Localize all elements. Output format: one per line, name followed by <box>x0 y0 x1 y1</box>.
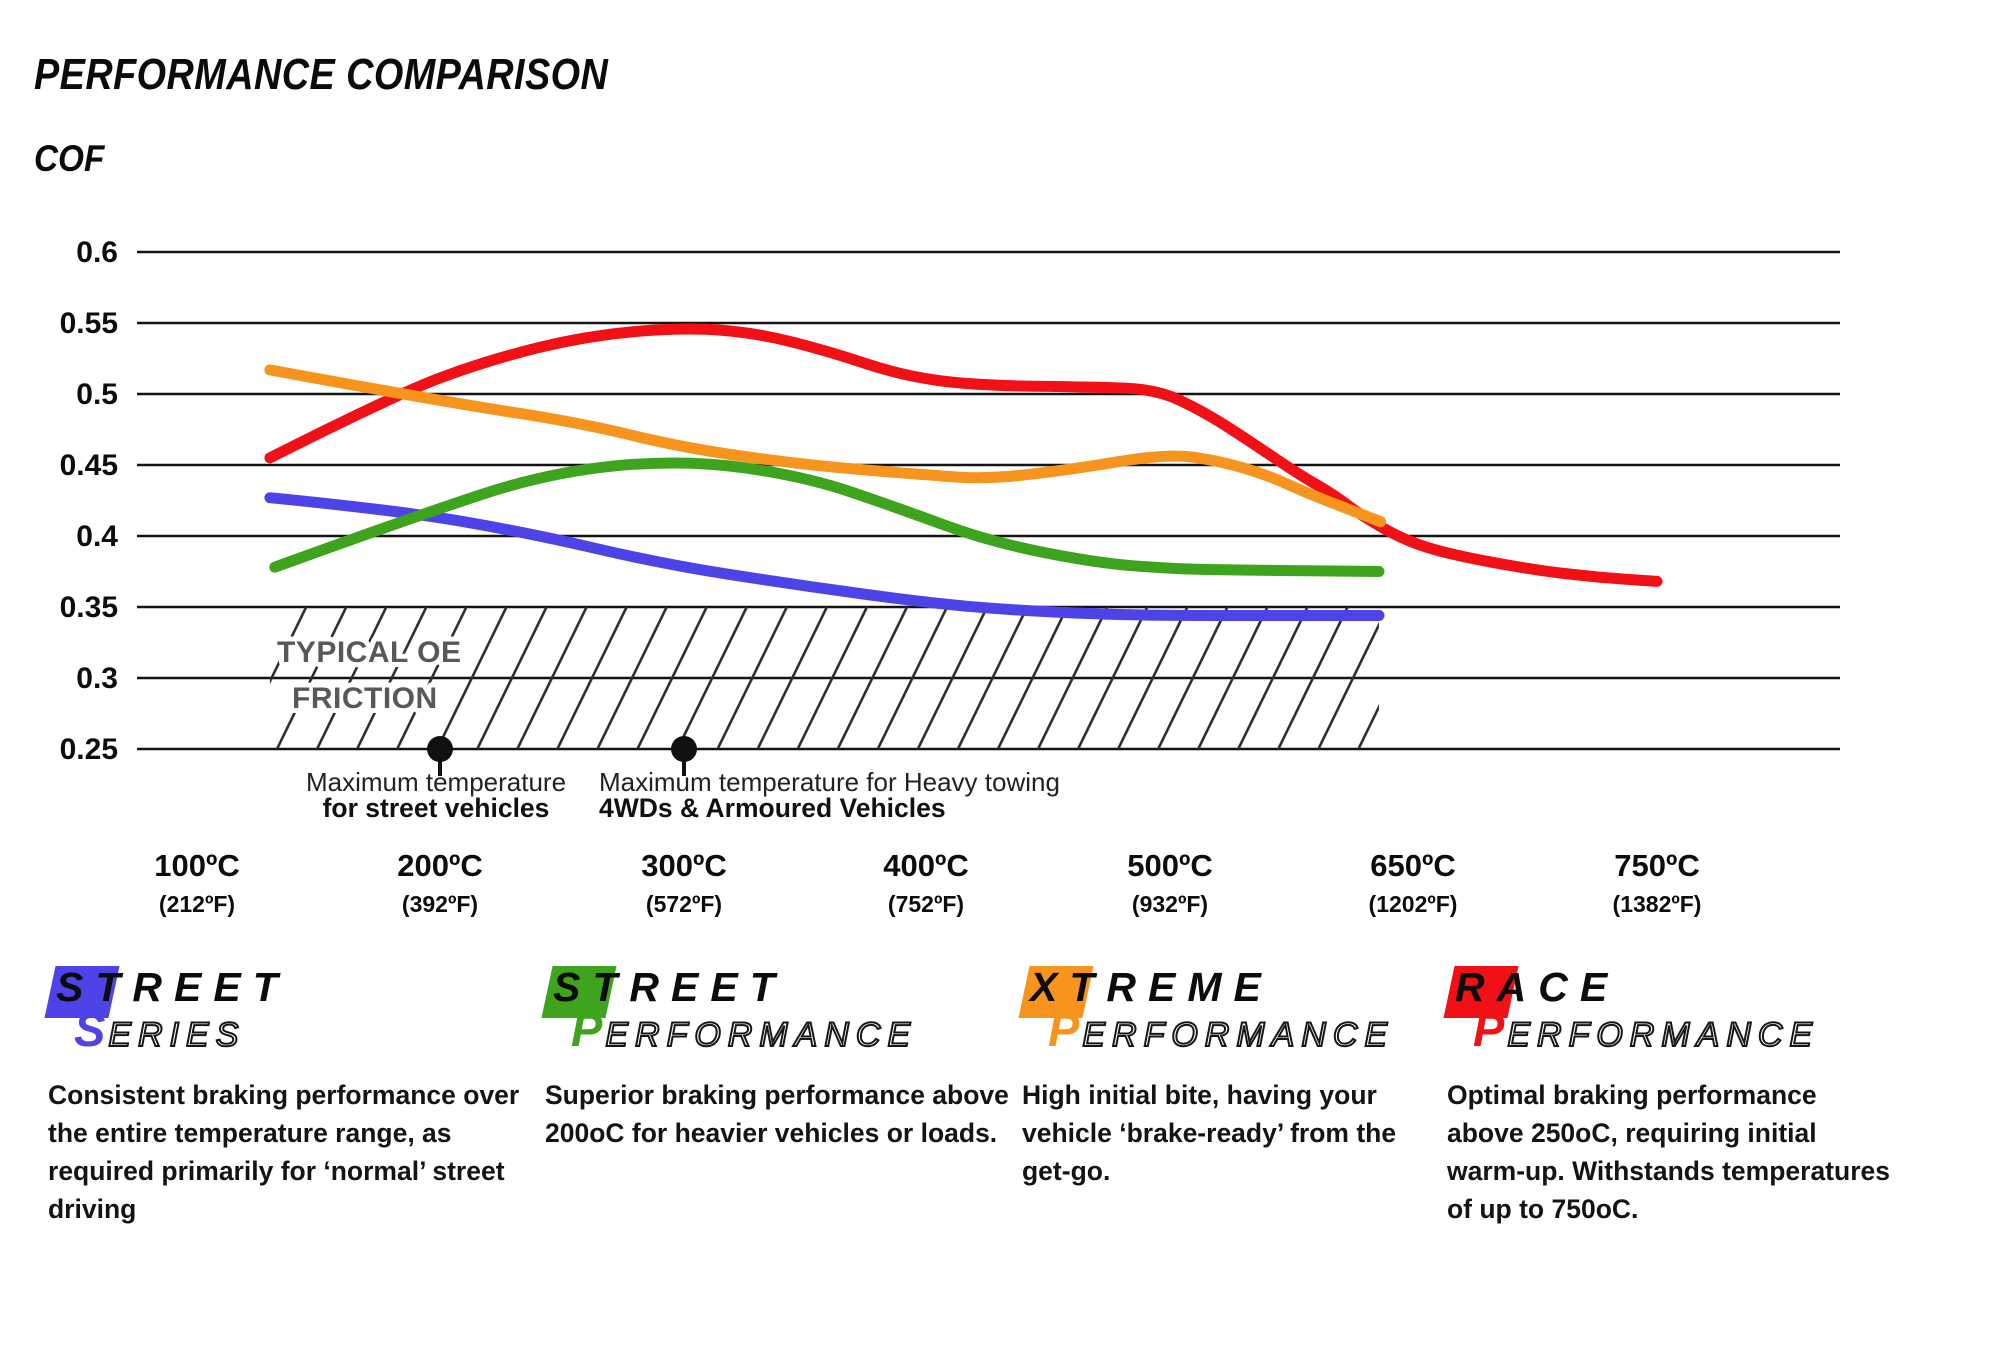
y-tick-label: 0.3 <box>76 662 118 695</box>
max-temp-dot <box>671 736 697 762</box>
x-axis-group: 100ºC (212ºF) 200ºC (392ºF) 300ºC (572ºF) 400º… <box>154 848 1701 917</box>
x-tick-label: 400ºC <box>883 848 968 883</box>
y-tick-label: 0.5 <box>76 378 118 411</box>
legend-item-street-performance: STREET PERFORMANCE Superior braking perf… <box>541 960 1025 1148</box>
x-tick-label: 300ºC <box>641 848 726 883</box>
race-performance-logo: RACE PERFORMANCE <box>1443 960 1897 1057</box>
xtreme-performance-logo: XTREME PERFORMANCE <box>1018 960 1422 1057</box>
annotation-line2: 4WDs & Armoured Vehicles <box>599 793 946 823</box>
y-tick-label: 0.25 <box>60 733 118 766</box>
legend-item-xtreme-performance: XTREME PERFORMANCE High initial bite, ha… <box>1018 960 1422 1186</box>
legend-item-street-series: STREET SERIES Consistent braking perform… <box>44 960 548 1224</box>
x-tick-label: 100ºC <box>154 848 239 883</box>
y-tick-label: 0.35 <box>60 591 118 624</box>
page-title: PERFORMANCE COMPARISON <box>34 50 609 99</box>
typical-oe-friction-band <box>269 607 1379 749</box>
brand-word2: SERIES <box>74 1002 245 1057</box>
y-tick-label: 0.4 <box>76 520 118 553</box>
legend-item-race-performance: RACE PERFORMANCE Optimal braking perform… <box>1443 960 1897 1224</box>
x-tick-label: 750ºC <box>1614 848 1699 883</box>
legend-description: Superior braking performance above 200oC… <box>545 1080 1009 1148</box>
annotation-line2: for street vehicles <box>323 793 550 823</box>
brand-word2: PERFORMANCE <box>1048 1002 1394 1057</box>
x-tick-sublabel: (1202ºF) <box>1369 891 1458 917</box>
y-tick-label: 0.55 <box>60 307 118 340</box>
brand-word1: STREET <box>56 964 290 1010</box>
brand-rest: ERFORMANCE <box>1081 1015 1395 1055</box>
x-tick-sublabel: (932ºF) <box>1132 891 1208 917</box>
oe-friction-band-group: TYPICAL OE FRICTION <box>269 607 1379 749</box>
annotation-line1: Maximum temperature <box>306 767 566 797</box>
street-series-logo: STREET SERIES <box>44 960 548 1057</box>
brand-initial: P <box>1473 1003 1505 1056</box>
series-line-xtreme-performance <box>264 364 1387 528</box>
series-lines-group <box>264 323 1663 621</box>
street-performance-logo: STREET PERFORMANCE <box>541 960 1025 1057</box>
x-tick-label: 200ºC <box>397 848 482 883</box>
series-line-race-performance <box>264 323 1663 587</box>
brand-word1: XTREME <box>1030 964 1273 1010</box>
brand-word2: PERFORMANCE <box>571 1002 917 1057</box>
x-tick-label: 650ºC <box>1370 848 1455 883</box>
brand-rest: ERFORMANCE <box>1506 1015 1820 1055</box>
brand-rest: ERIES <box>107 1015 246 1055</box>
performance-chart: 0.6 0.55 0.5 0.45 0.4 0.35 0.3 0.25 TYPICAL OE F… <box>60 236 1840 917</box>
brand-word1: STREET <box>553 964 787 1010</box>
x-tick-sublabel: (752ºF) <box>888 891 964 917</box>
legend-description: Consistent braking performance over the … <box>48 1080 520 1224</box>
x-tick-sublabel: (392ºF) <box>402 891 478 917</box>
oe-band-label-line1: TYPICAL OE <box>277 636 461 669</box>
brand-word2: PERFORMANCE <box>1473 1002 1819 1057</box>
brand-word1: RACE <box>1455 964 1620 1010</box>
oe-band-label-line2: FRICTION <box>292 682 438 715</box>
series-line-street-performance <box>269 457 1385 577</box>
brand-initial: P <box>571 1003 603 1056</box>
brand-initial: P <box>1048 1003 1080 1056</box>
cof-axis-label: COF <box>34 138 105 179</box>
x-tick-sublabel: (212ºF) <box>159 891 235 917</box>
x-tick-label: 500ºC <box>1127 848 1212 883</box>
legend-description: High initial bite, having your vehicle ‘… <box>1022 1080 1397 1186</box>
x-tick-sublabel: (572ºF) <box>646 891 722 917</box>
annotation-line1: Maximum temperature for Heavy towing <box>599 767 1060 797</box>
y-tick-label: 0.45 <box>60 449 118 482</box>
x-tick-sublabel: (1382ºF) <box>1613 891 1702 917</box>
series-line-street-series <box>264 492 1385 621</box>
brand-initial: S <box>74 1003 106 1056</box>
max-temp-dot <box>427 736 453 762</box>
brand-rest: ERFORMANCE <box>604 1015 918 1055</box>
y-tick-label: 0.6 <box>76 236 118 269</box>
legend-description: Optimal braking performance above 250oC,… <box>1447 1080 1890 1224</box>
